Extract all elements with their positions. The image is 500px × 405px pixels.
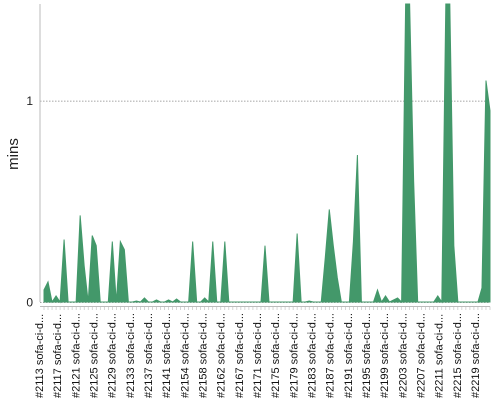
x-tick-label: #2117 sofa-ci-d... bbox=[52, 314, 64, 398]
x-tick-label: #2113 sofa-ci-d... bbox=[34, 314, 46, 398]
x-tick-label: #2199 sofa-ci-d... bbox=[379, 313, 391, 398]
x-tick-label: #2171 sofa-ci-d... bbox=[252, 313, 264, 398]
x-tick-label: #2154 sofa-ci-d... bbox=[179, 313, 191, 398]
series-area bbox=[43, 3, 491, 304]
x-tick-label: #2187 sofa-ci-d... bbox=[325, 313, 337, 398]
axis-layer: 0 1 #2113 sofa-ci-d... #2117 sofa-ci-d... #2… bbox=[26, 4, 491, 398]
x-tick-label: #2215 sofa-ci-d... bbox=[452, 313, 464, 398]
y-tick-label-1: 1 bbox=[26, 94, 33, 108]
x-tick-label: #2121 sofa-ci-d... bbox=[70, 313, 82, 398]
x-tick-label: #2129 sofa-ci-d... bbox=[107, 313, 119, 398]
x-tick-label: #2125 sofa-ci-d... bbox=[89, 313, 101, 398]
x-tick-label: #2195 sofa-ci-d... bbox=[361, 313, 373, 398]
x-tick-label: #2211 sofa-ci-d... bbox=[434, 314, 446, 398]
x-tick-label: #2175 sofa-ci-d... bbox=[270, 313, 282, 398]
area-layer bbox=[43, 3, 491, 304]
x-tick-label: #2158 sofa-ci-d... bbox=[198, 313, 210, 398]
x-tick-label: #2179 sofa-ci-d... bbox=[288, 313, 300, 398]
x-tick-label: #2162 sofa-ci-d... bbox=[216, 313, 228, 398]
x-tick-label: #2219 sofa-ci-d... bbox=[470, 313, 482, 398]
x-tick-label: #2141 sofa-ci-d... bbox=[161, 313, 173, 398]
x-tick-label: #2203 sofa-ci-d... bbox=[397, 313, 409, 398]
y-tick-label-0: 0 bbox=[26, 296, 33, 310]
x-tick-label: #2167 sofa-ci-d... bbox=[234, 313, 246, 398]
x-tick-label: #2133 sofa-ci-d... bbox=[125, 313, 137, 398]
x-tick-label: #2207 sofa-ci-d... bbox=[416, 313, 428, 398]
x-tick-label: #2183 sofa-ci-d... bbox=[307, 313, 319, 398]
x-tick-label: #2137 sofa-ci-d... bbox=[143, 313, 155, 398]
y-axis-label: mins bbox=[5, 138, 22, 170]
x-tick-label: #2191 sofa-ci-d... bbox=[343, 313, 355, 398]
